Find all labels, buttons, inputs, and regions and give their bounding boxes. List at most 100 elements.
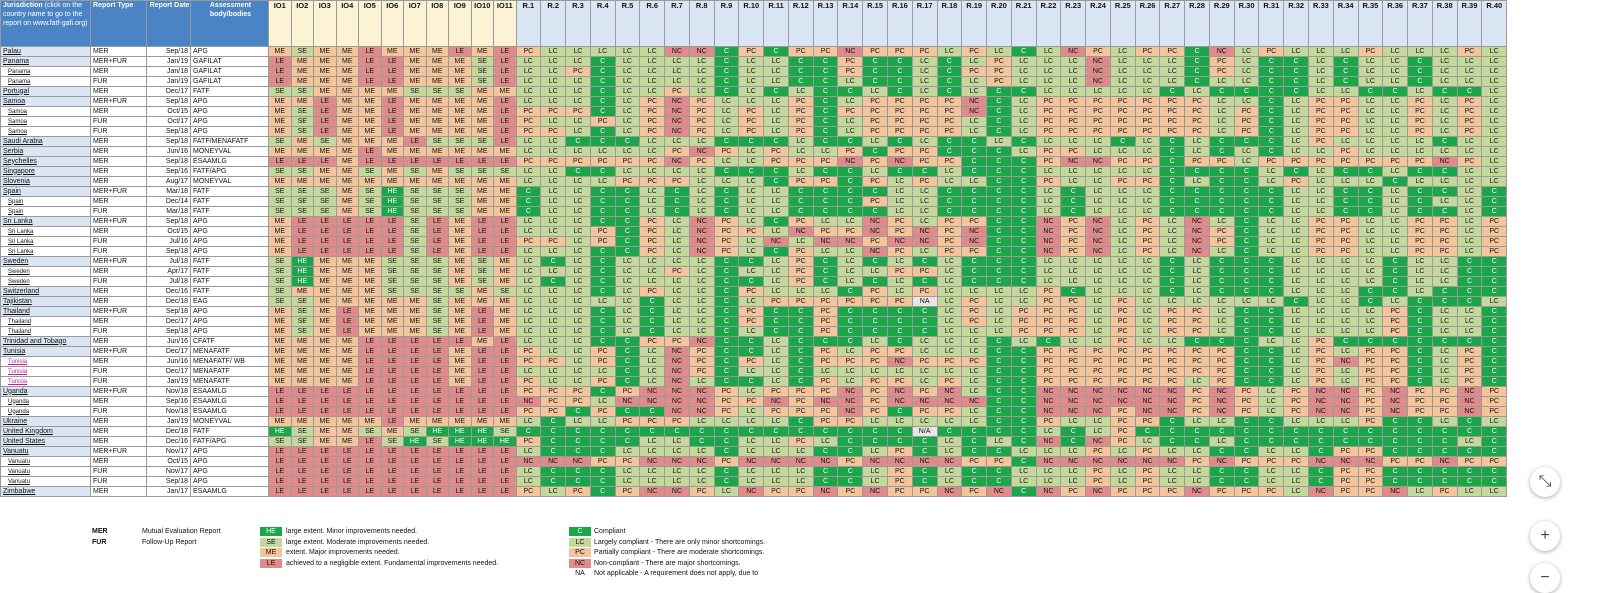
jurisdiction-link[interactable]: Tunisia [0,366,91,377]
jurisdiction-link[interactable]: Thailand [0,306,91,317]
jurisdiction-link[interactable]: Samoa [0,126,91,137]
io-rating-cell: SE [290,196,314,207]
io-rating-cell: SE [425,296,449,307]
r-rating-cell: C [589,306,616,317]
r-rating-cell: C [862,66,888,77]
jurisdiction-link[interactable]: Vanuatu [0,476,91,487]
jurisdiction-link[interactable]: Samoa [0,96,91,107]
jurisdiction-link[interactable]: Vanuatu [0,446,91,457]
r-rating-cell: LC [639,436,666,447]
zoom-out-button[interactable]: − [1530,563,1560,593]
jurisdiction-link[interactable]: Sri Lanka [0,216,91,227]
r-rating-cell: C [1208,166,1235,177]
r-rating-cell: LC [1382,216,1409,227]
jurisdiction-link[interactable]: Spain [0,206,91,217]
jurisdiction-link[interactable]: Switzerland [0,286,91,297]
r-rating-cell: C [1233,316,1260,327]
jurisdiction-link[interactable]: Uganda [0,396,91,407]
jurisdiction-link[interactable]: Portugal [0,86,91,97]
jurisdiction-link[interactable]: Slovenia [0,176,91,187]
jurisdiction-link[interactable]: Tunisia [0,346,91,357]
io-rating-cell: SE [470,76,494,87]
table-row: Samoa FUR Sep/18 APG ME SE LE ME ME LE ME ME ME ME LE P… [0,126,1508,137]
r-rating-cell: LC [1283,226,1309,237]
r-rating-cell: PC [1332,216,1359,227]
r-rating-cell: PC [1357,356,1384,367]
io-rating-cell: ME [380,146,404,157]
r-rating-cell: LC [565,126,591,137]
jurisdiction-link[interactable]: Thailand [0,316,91,327]
zoom-in-button[interactable]: + [1530,521,1560,551]
r-rating-cell: C [986,146,1012,157]
jurisdiction-link[interactable]: Panama [0,76,91,87]
r-rating-cell: PC [862,126,888,137]
io-rating-cell: SE [290,426,314,437]
jurisdiction-link[interactable]: Seychelles [0,156,91,167]
r-rating-cell: LC [1159,246,1186,257]
jurisdiction-link[interactable]: Palau [0,46,91,57]
jurisdiction-link[interactable]: Tunisia [0,356,91,367]
jurisdiction-link[interactable]: Panama [0,66,91,77]
r-rating-cell: PC [664,86,690,97]
jurisdiction-link[interactable]: Uganda [0,386,91,397]
r-rating-cell: PC [763,156,789,167]
jurisdiction-link[interactable]: Vanuatu [0,456,91,467]
jurisdiction-link[interactable]: Vanuatu [0,466,91,477]
jurisdiction-link[interactable]: Sweden [0,256,91,267]
jurisdiction-link[interactable]: Trinidad and Tobago [0,336,91,347]
r-rating-cell: PC [1357,416,1384,427]
r-rating-cell: LC [688,256,715,267]
io-rating-cell: LE [358,406,382,417]
io-rating-cell: ME [335,46,359,57]
jurisdiction-link[interactable]: Panama [0,56,91,67]
r-rating-cell: LC [961,176,988,187]
jurisdiction-link[interactable]: Saudi Arabia [0,136,91,147]
r-rating-cell: PC [812,416,839,427]
jurisdiction-link[interactable]: Singapore [0,166,91,177]
collapse-button[interactable]: ⤡ [1530,467,1560,497]
jurisdiction-link[interactable]: Samoa [0,106,91,117]
r-rating-cell: PC [787,276,814,287]
io-rating-cell: LE [425,336,449,347]
r-rating-cell: PC [1060,316,1087,327]
jurisdiction-link[interactable]: Sri Lanka [0,226,91,237]
jurisdiction-link[interactable]: United Kingdom [0,426,91,437]
jurisdiction-link[interactable]: Thailand [0,326,91,337]
r-rating-cell: C [763,86,789,97]
jurisdiction-link[interactable]: Ukraine [0,416,91,427]
r-rating-cell: C [986,236,1012,247]
io-rating-cell: ME [493,196,517,207]
jurisdiction-link[interactable]: Tajikistan [0,296,91,307]
r-rating-cell: PC [862,356,888,367]
r-rating-cell: C [713,256,740,267]
r-rating-cell: C [713,76,740,87]
jurisdiction-link[interactable]: Sri Lanka [0,246,91,257]
r-rating-cell: C [1010,436,1037,447]
jurisdiction-link[interactable]: Uganda [0,406,91,417]
r-rating-cell: C [1431,336,1458,347]
r-rating-cell: C [1332,196,1359,207]
jurisdiction-link[interactable]: Sweden [0,276,91,287]
io-rating-cell: ME [425,126,449,137]
jurisdiction-link[interactable]: United States [0,436,91,447]
r-rating-cell: LC [763,96,789,107]
io-rating-cell: ME [425,56,449,67]
jurisdiction-link[interactable]: Spain [0,196,91,207]
r-rating-cell: PC [1134,116,1161,127]
r-rating-cell: PC [886,246,913,257]
jurisdiction-link[interactable]: Spain [0,186,91,197]
jurisdiction-link[interactable]: Tunisia [0,376,91,387]
r-rating-cell: C [763,176,789,187]
jurisdiction-link[interactable]: Zimbabwe [0,486,91,497]
table-row: Switzerland MER Dec/16 FATF SE ME ME ME ME SE SE SE… [0,286,1508,297]
jurisdiction-link[interactable]: Sweden [0,266,91,277]
io-col-header: IO5 [358,0,382,47]
jurisdiction-link[interactable]: Sri Lanka [0,236,91,247]
report-date-cell: Sep/18 [146,326,191,337]
jurisdiction-link[interactable]: Serbia [0,146,91,157]
r-rating-cell: LC [1308,196,1334,207]
r-rating-cell: PC [540,236,567,247]
jurisdiction-link[interactable]: Samoa [0,116,91,127]
r-rating-cell: PC [936,216,963,227]
r-rating-cell: C [1233,336,1260,347]
